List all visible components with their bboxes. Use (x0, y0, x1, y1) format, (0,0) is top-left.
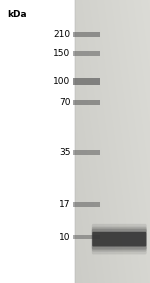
Bar (73, 202, 100, 207)
FancyBboxPatch shape (92, 232, 146, 246)
FancyBboxPatch shape (92, 224, 147, 254)
Text: kDa: kDa (8, 10, 27, 19)
FancyBboxPatch shape (92, 229, 147, 250)
FancyBboxPatch shape (92, 227, 147, 252)
Text: 210: 210 (53, 30, 70, 39)
Bar (73, 32, 100, 37)
Text: 70: 70 (59, 98, 70, 107)
Bar (73, 100, 100, 105)
Text: 10: 10 (59, 233, 70, 242)
Bar (73, 235, 100, 239)
Bar (73, 51, 100, 56)
Text: 150: 150 (53, 49, 70, 58)
Bar (73, 150, 100, 155)
Bar (73, 78, 100, 85)
Text: 100: 100 (53, 77, 70, 86)
Text: 17: 17 (59, 200, 70, 209)
Text: 35: 35 (59, 148, 70, 157)
